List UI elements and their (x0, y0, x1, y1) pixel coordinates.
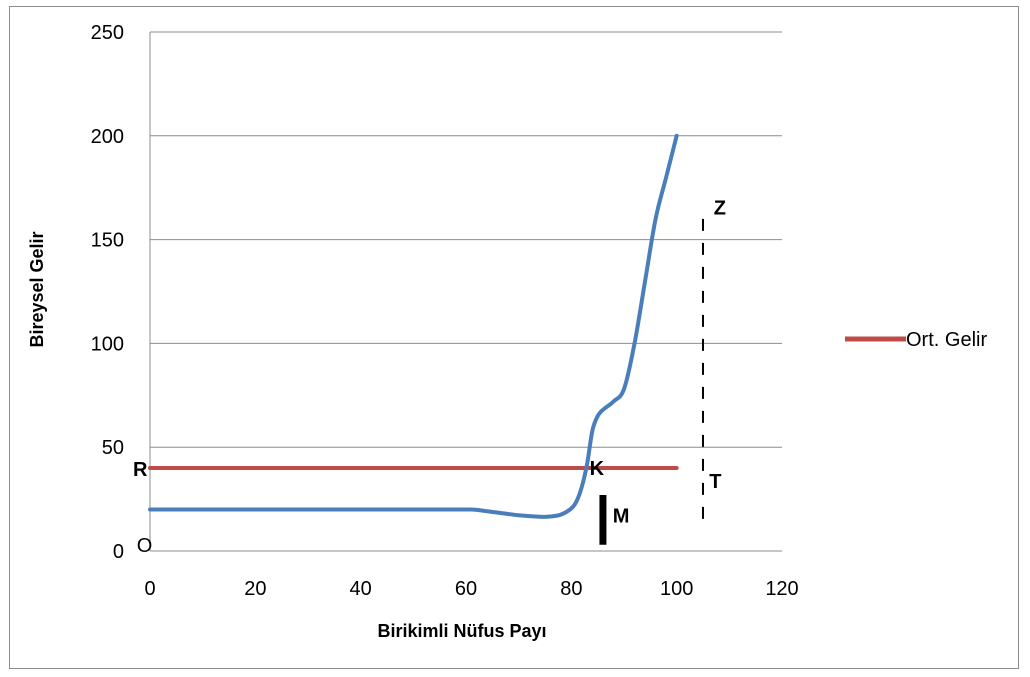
y-tick-label: 150 (91, 230, 124, 252)
axes (149, 32, 782, 552)
x-tick-labels: 0 20 40 60 80 100 120 (144, 578, 798, 600)
annotation-label-t: T (709, 471, 721, 493)
legend-label: Ort. Gelir (906, 329, 987, 351)
y-tick-label: 100 (91, 333, 124, 355)
y-tick-label: 0 (113, 541, 124, 563)
x-tick-label: 100 (660, 578, 693, 600)
y-tick-labels: 0 50 100 150 200 250 (91, 22, 124, 563)
x-axis-title: Birikimli Nüfus Payı (377, 621, 546, 641)
annotation-label-z: Z (714, 197, 726, 219)
x-tick-label: 20 (244, 578, 266, 600)
annotation-label-k: K (590, 458, 605, 480)
series-layer (148, 133, 679, 519)
annotation-label-r: R (133, 459, 148, 481)
x-tick-label: 60 (455, 578, 477, 600)
y-axis-title: Bireysel Gelir (27, 231, 47, 347)
series-line-bireysel-gelir (148, 133, 679, 519)
legend: Ort. Gelir (845, 329, 987, 351)
gridlines (150, 31, 782, 448)
annotation-label-o: O (137, 535, 153, 557)
x-tick-label: 120 (765, 578, 798, 600)
extras-layer (599, 218, 704, 545)
x-tick-label: 0 (144, 578, 155, 600)
x-tick-label: 40 (350, 578, 372, 600)
y-tick-label: 200 (91, 126, 124, 148)
annotation-label-m: M (613, 506, 630, 528)
annotations: R K T Z M O (133, 197, 726, 556)
x-tick-label: 80 (560, 578, 582, 600)
y-tick-label: 50 (102, 437, 124, 459)
y-tick-label: 250 (91, 22, 124, 44)
